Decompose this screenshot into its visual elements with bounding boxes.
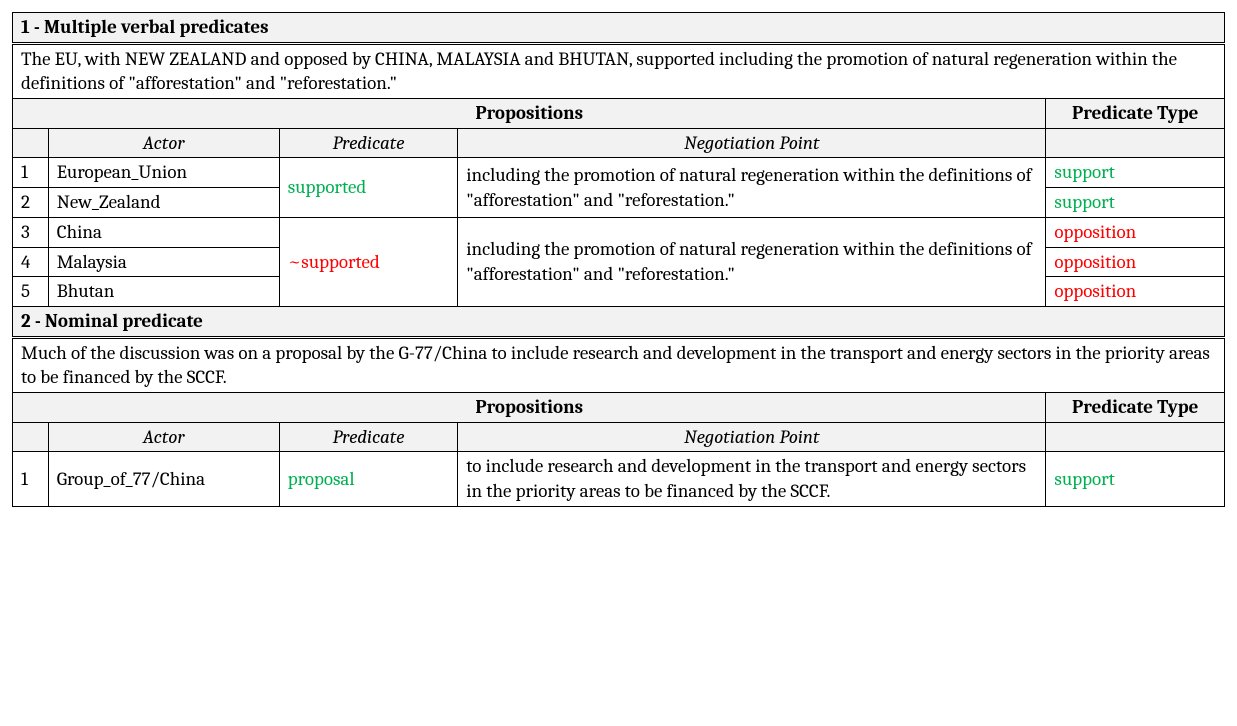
table-row: 1 Group_of_77/China proposal to include … [13,452,1225,506]
section-sentence-row: The EU, with NEW ZEALAND and opposed by … [13,43,1225,98]
row-predicate-type: support [1046,158,1225,188]
row-predicate: proposal [279,452,458,506]
row-index: 2 [13,188,49,218]
row-index: 4 [13,247,49,277]
subheader-row: Actor Predicate Negotiation Point [13,422,1225,452]
section-header: 1 - Multiple verbal predicates [13,13,1225,44]
table-row: 1 European_Union supported including the… [13,158,1225,188]
row-predicate: ~supported [279,217,458,306]
row-index: 1 [13,452,49,506]
row-actor: Malaysia [48,247,279,277]
section-sentence: Much of the discussion was on a proposal… [13,337,1225,392]
row-negotiation-point: including the promotion of natural regen… [458,158,1046,217]
row-actor: Group_of_77/China [48,452,279,506]
subhead-negotiation: Negotiation Point [458,422,1046,452]
row-index: 5 [13,277,49,307]
propositions-header-row: Propositions Predicate Type [13,99,1225,129]
subheader-row: Actor Predicate Negotiation Point [13,128,1225,158]
section-title: 1 - Multiple verbal predicates [13,13,1225,44]
table-row: 3 China ~supported including the promoti… [13,217,1225,247]
row-predicate: supported [279,158,458,217]
row-negotiation-point: to include research and development in t… [458,452,1046,506]
subhead-actor: Actor [48,128,279,158]
row-actor: New_Zealand [48,188,279,218]
propositions-table: 1 - Multiple verbal predicates The EU, w… [12,12,1225,507]
row-actor: China [48,217,279,247]
row-actor: European_Union [48,158,279,188]
predicate-type-label: Predicate Type [1046,392,1225,422]
propositions-header-row: Propositions Predicate Type [13,392,1225,422]
subhead-predicate: Predicate [279,128,458,158]
subhead-predicate: Predicate [279,422,458,452]
propositions-label: Propositions [13,99,1046,129]
row-index: 3 [13,217,49,247]
row-predicate-type: support [1046,452,1225,506]
propositions-label: Propositions [13,392,1046,422]
row-predicate-type: opposition [1046,247,1225,277]
row-predicate-type: opposition [1046,277,1225,307]
row-actor: Bhutan [48,277,279,307]
row-predicate-type: support [1046,188,1225,218]
subhead-actor: Actor [48,422,279,452]
section-sentence: The EU, with NEW ZEALAND and opposed by … [13,43,1225,98]
row-index: 1 [13,158,49,188]
row-predicate-type: opposition [1046,217,1225,247]
predicate-type-label: Predicate Type [1046,99,1225,129]
subhead-negotiation: Negotiation Point [458,128,1046,158]
row-negotiation-point: including the promotion of natural regen… [458,217,1046,306]
section-title: 2 - Nominal predicate [13,306,1225,337]
section-sentence-row: Much of the discussion was on a proposal… [13,337,1225,392]
section-header: 2 - Nominal predicate [13,306,1225,337]
